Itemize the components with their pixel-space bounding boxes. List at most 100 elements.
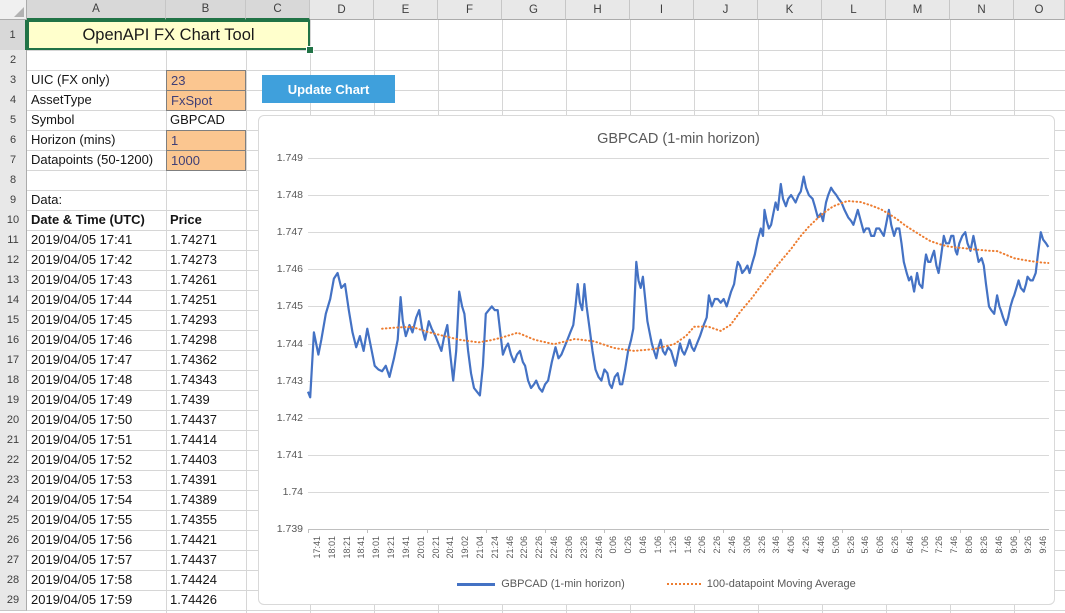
row-header-3[interactable]: 3 <box>0 70 27 91</box>
row-header-9[interactable]: 9 <box>0 190 27 211</box>
fx-chart[interactable]: GBPCAD (1-min horizon) 1.749 1.748 1.747 1.… <box>258 115 1055 605</box>
table-cell-datetime[interactable]: 2019/04/05 17:59 <box>31 592 133 607</box>
table-cell-price[interactable]: 1.74261 <box>170 272 217 287</box>
column-header-a[interactable]: A <box>27 0 166 20</box>
row-header-5[interactable]: 5 <box>0 110 27 131</box>
table-cell-datetime[interactable]: 2019/04/05 17:48 <box>31 372 133 387</box>
row-header-2[interactable]: 2 <box>0 50 27 71</box>
x-axis-tick <box>841 529 843 533</box>
table-cell-datetime[interactable]: 2019/04/05 17:51 <box>31 432 133 447</box>
table-header-price: Price <box>170 212 202 227</box>
table-cell-datetime[interactable]: 2019/04/05 17:52 <box>31 452 133 467</box>
table-cell-datetime[interactable]: 2019/04/05 17:58 <box>31 572 133 587</box>
table-cell-datetime[interactable]: 2019/04/05 17:44 <box>31 292 133 307</box>
column-header-e[interactable]: E <box>374 0 438 20</box>
column-header-j[interactable]: J <box>694 0 758 20</box>
column-header-f[interactable]: F <box>438 0 502 20</box>
row-header-15[interactable]: 15 <box>0 310 27 331</box>
title-cell-a1[interactable]: OpenAPI FX Chart Tool <box>27 20 310 50</box>
column-header-b[interactable]: B <box>166 0 246 20</box>
row-header-27[interactable]: 27 <box>0 550 27 571</box>
x-axis-tick <box>722 529 724 533</box>
column-header-n[interactable]: N <box>950 0 1014 20</box>
table-cell-price[interactable]: 1.74271 <box>170 232 217 247</box>
table-cell-price[interactable]: 1.74437 <box>170 552 217 567</box>
row-header-25[interactable]: 25 <box>0 510 27 531</box>
table-cell-price[interactable]: 1.74293 <box>170 312 217 327</box>
table-cell-datetime[interactable]: 2019/04/05 17:46 <box>31 332 133 347</box>
table-cell-price[interactable]: 1.74421 <box>170 532 217 547</box>
table-cell-price[interactable]: 1.74426 <box>170 592 217 607</box>
row-header-11[interactable]: 11 <box>0 230 27 251</box>
table-cell-datetime[interactable]: 2019/04/05 17:55 <box>31 512 133 527</box>
table-cell-price[interactable]: 1.74424 <box>170 572 217 587</box>
gridline-h <box>27 90 1065 91</box>
row-header-29[interactable]: 29 <box>0 590 27 611</box>
gridline-h <box>27 610 1065 611</box>
row-header-1[interactable]: 1 <box>0 20 27 51</box>
column-header-g[interactable]: G <box>502 0 566 20</box>
row-header-23[interactable]: 23 <box>0 470 27 491</box>
table-cell-price[interactable]: 1.74391 <box>170 472 217 487</box>
table-cell-price[interactable]: 1.7439 <box>170 392 210 407</box>
row-header-22[interactable]: 22 <box>0 450 27 471</box>
column-header-d[interactable]: D <box>310 0 374 20</box>
chart-gridline <box>308 306 1049 308</box>
row-header-19[interactable]: 19 <box>0 390 27 411</box>
param-value-cell[interactable]: GBPCAD <box>170 112 225 127</box>
table-cell-datetime[interactable]: 2019/04/05 17:53 <box>31 472 133 487</box>
param-input-cell[interactable]: 1 <box>166 130 246 151</box>
column-header-o[interactable]: O <box>1014 0 1065 20</box>
row-header-7[interactable]: 7 <box>0 150 27 171</box>
row-header-24[interactable]: 24 <box>0 490 27 511</box>
table-cell-datetime[interactable]: 2019/04/05 17:49 <box>31 392 133 407</box>
param-input-cell[interactable]: FxSpot <box>166 90 246 111</box>
table-cell-datetime[interactable]: 2019/04/05 17:57 <box>31 552 133 567</box>
x-axis-tick <box>782 529 784 533</box>
table-cell-datetime[interactable]: 2019/04/05 17:41 <box>31 232 133 247</box>
selection-fill-handle[interactable] <box>306 46 314 54</box>
row-header-14[interactable]: 14 <box>0 290 27 311</box>
column-header-l[interactable]: L <box>822 0 886 20</box>
table-header-datetime: Date & Time (UTC) <box>31 212 145 227</box>
column-header-h[interactable]: H <box>566 0 630 20</box>
row-header-12[interactable]: 12 <box>0 250 27 271</box>
row-header-10[interactable]: 10 <box>0 210 27 231</box>
row-header-26[interactable]: 26 <box>0 530 27 551</box>
update-chart-button[interactable]: Update Chart <box>262 75 395 103</box>
table-cell-datetime[interactable]: 2019/04/05 17:43 <box>31 272 133 287</box>
row-header-17[interactable]: 17 <box>0 350 27 371</box>
row-header-28[interactable]: 28 <box>0 570 27 591</box>
table-cell-price[interactable]: 1.74251 <box>170 292 217 307</box>
row-header-16[interactable]: 16 <box>0 330 27 351</box>
table-cell-price[interactable]: 1.74389 <box>170 492 217 507</box>
table-cell-price[interactable]: 1.74362 <box>170 352 217 367</box>
table-cell-price[interactable]: 1.74273 <box>170 252 217 267</box>
table-cell-datetime[interactable]: 2019/04/05 17:42 <box>31 252 133 267</box>
column-header-m[interactable]: M <box>886 0 950 20</box>
row-header-18[interactable]: 18 <box>0 370 27 391</box>
column-header-i[interactable]: I <box>630 0 694 20</box>
table-cell-datetime[interactable]: 2019/04/05 17:54 <box>31 492 133 507</box>
table-cell-datetime[interactable]: 2019/04/05 17:47 <box>31 352 133 367</box>
table-cell-datetime[interactable]: 2019/04/05 17:56 <box>31 532 133 547</box>
param-input-cell[interactable]: 1000 <box>166 150 246 171</box>
column-header-c[interactable]: C <box>246 0 310 20</box>
table-cell-price[interactable]: 1.74343 <box>170 372 217 387</box>
row-header-8[interactable]: 8 <box>0 170 27 191</box>
table-cell-datetime[interactable]: 2019/04/05 17:45 <box>31 312 133 327</box>
table-cell-price[interactable]: 1.74414 <box>170 432 217 447</box>
row-header-13[interactable]: 13 <box>0 270 27 291</box>
row-header-6[interactable]: 6 <box>0 130 27 151</box>
table-cell-price[interactable]: 1.74437 <box>170 412 217 427</box>
column-header-k[interactable]: K <box>758 0 822 20</box>
table-cell-price[interactable]: 1.74298 <box>170 332 217 347</box>
row-header-4[interactable]: 4 <box>0 90 27 111</box>
row-header-21[interactable]: 21 <box>0 430 27 451</box>
select-all-corner[interactable] <box>0 0 27 20</box>
table-cell-datetime[interactable]: 2019/04/05 17:50 <box>31 412 133 427</box>
table-cell-price[interactable]: 1.74355 <box>170 512 217 527</box>
table-cell-price[interactable]: 1.74403 <box>170 452 217 467</box>
row-header-20[interactable]: 20 <box>0 410 27 431</box>
param-input-cell[interactable]: 23 <box>166 70 246 91</box>
